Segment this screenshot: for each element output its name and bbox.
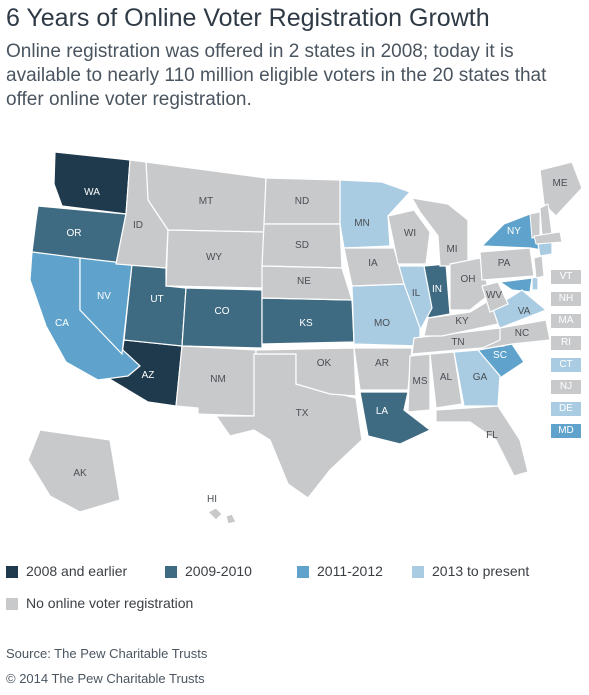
state-label-hi: HI [207, 494, 217, 505]
state-label-wi: WI [404, 228, 416, 239]
state-label-fl: FL [486, 430, 498, 441]
state-label-az: AZ [142, 370, 155, 381]
state-label-ak: AK [73, 468, 87, 479]
state-me [539, 161, 583, 217]
us-map: WA AZ OR UT CO KS IN LA CA NV NY SC MN IL MO GA VA MT ID WY… [27, 151, 583, 525]
ne-box-ct: CT [551, 358, 581, 372]
legend-swatch-c2009 [165, 566, 177, 578]
state-label-la: LA [376, 406, 389, 417]
state-ar [353, 347, 413, 391]
legend-label-c2008: 2008 and earlier [26, 563, 128, 579]
state-nv [79, 257, 133, 356]
state-label-mn: MN [354, 218, 370, 229]
state-wa [53, 151, 131, 215]
state-label-wy: WY [206, 252, 222, 263]
legend-swatch-none [6, 598, 18, 610]
state-label-ne: NE [297, 276, 311, 287]
ne-box-ri: RI [551, 336, 581, 350]
legend-label-c2013: 2013 to present [432, 563, 530, 579]
legend-swatch-c2011 [297, 566, 309, 578]
state-md [498, 277, 533, 293]
state-label-ia: IA [368, 258, 378, 269]
state-pa [479, 247, 535, 281]
state-label-me: ME [553, 178, 568, 189]
state-ky [423, 299, 499, 337]
legend-swatch-c2008 [6, 566, 18, 578]
labels-layer: WA AZ OR UT CO KS IN LA CA NV NY SC MN IL MO GA VA MT ID WY… [55, 178, 568, 505]
state-label-co: CO [215, 306, 230, 317]
state-label-tn: TN [451, 337, 464, 348]
state-label-id: ID [133, 220, 143, 231]
state-label-nc: NC [515, 328, 529, 339]
source-note: Source: The Pew Charitable Trusts [6, 646, 208, 661]
legend-swatch-c2013 [412, 566, 424, 578]
state-label-nd: ND [295, 196, 309, 207]
state-label-sc: SC [493, 350, 507, 361]
state-la [359, 391, 432, 445]
state-label-il: IL [412, 288, 421, 299]
state-label-ny: NY [507, 226, 521, 237]
state-nc [477, 319, 551, 351]
state-label-ar: AR [375, 358, 389, 369]
state-label-al: AL [440, 372, 453, 383]
state-label-mo: MO [374, 318, 390, 329]
state-label-nm: NM [210, 374, 226, 385]
legend-label-c2011: 2011-2012 [317, 563, 383, 579]
legend-label-c2009: 2009-2010 [185, 563, 252, 579]
states-layer [27, 151, 583, 525]
state-ia [343, 247, 405, 287]
state-hi [206, 507, 237, 525]
ne-box-md: MD [551, 424, 581, 438]
map-title: 6 Years of Online Voter Registration Gro… [6, 4, 490, 32]
state-fl [435, 405, 529, 477]
state-nj [533, 255, 545, 279]
state-label-oh: OH [461, 274, 476, 285]
state-label-wa: WA [84, 187, 100, 198]
state-label-nv: NV [97, 291, 111, 302]
ne-box-ma: MA [551, 314, 581, 328]
state-label-in: IN [432, 284, 442, 295]
state-ga [453, 349, 501, 407]
state-wi [387, 209, 431, 265]
state-al [429, 351, 463, 409]
state-oh [449, 257, 491, 311]
state-label-tx: TX [296, 408, 309, 419]
state-label-sd: SD [295, 240, 309, 251]
state-wv [481, 281, 509, 313]
state-label-mt: MT [199, 196, 213, 207]
state-co [181, 287, 263, 349]
legend-label-none: No online voter registration [26, 595, 194, 611]
copyright-note: © 2014 The Pew Charitable Trusts [6, 671, 205, 686]
state-vt [529, 211, 541, 239]
state-ms [407, 353, 431, 413]
state-ma [533, 231, 563, 245]
state-label-ms: MS [413, 376, 428, 387]
state-label-ky: KY [455, 316, 469, 327]
state-ak [27, 429, 121, 513]
state-label-or: OR [67, 228, 82, 239]
state-label-va: VA [518, 306, 531, 317]
state-label-ga: GA [473, 372, 488, 383]
ne-box-nj: NJ [551, 380, 581, 394]
state-label-ok: OK [317, 358, 332, 369]
state-label-mi: MI [446, 244, 457, 255]
ne-box-nh: NH [551, 292, 581, 306]
ne-box-de: DE [551, 402, 581, 416]
state-label-wv: WV [486, 290, 502, 301]
state-ne [261, 265, 353, 301]
state-label-ut: UT [150, 294, 163, 305]
state-ok [255, 347, 357, 397]
ne-box-vt: VT [551, 270, 581, 284]
state-label-ca: CA [55, 318, 69, 329]
map-subtitle: Online registration was offered in 2 sta… [6, 41, 547, 110]
state-label-ks: KS [299, 318, 313, 329]
state-label-pa: PA [498, 258, 511, 269]
